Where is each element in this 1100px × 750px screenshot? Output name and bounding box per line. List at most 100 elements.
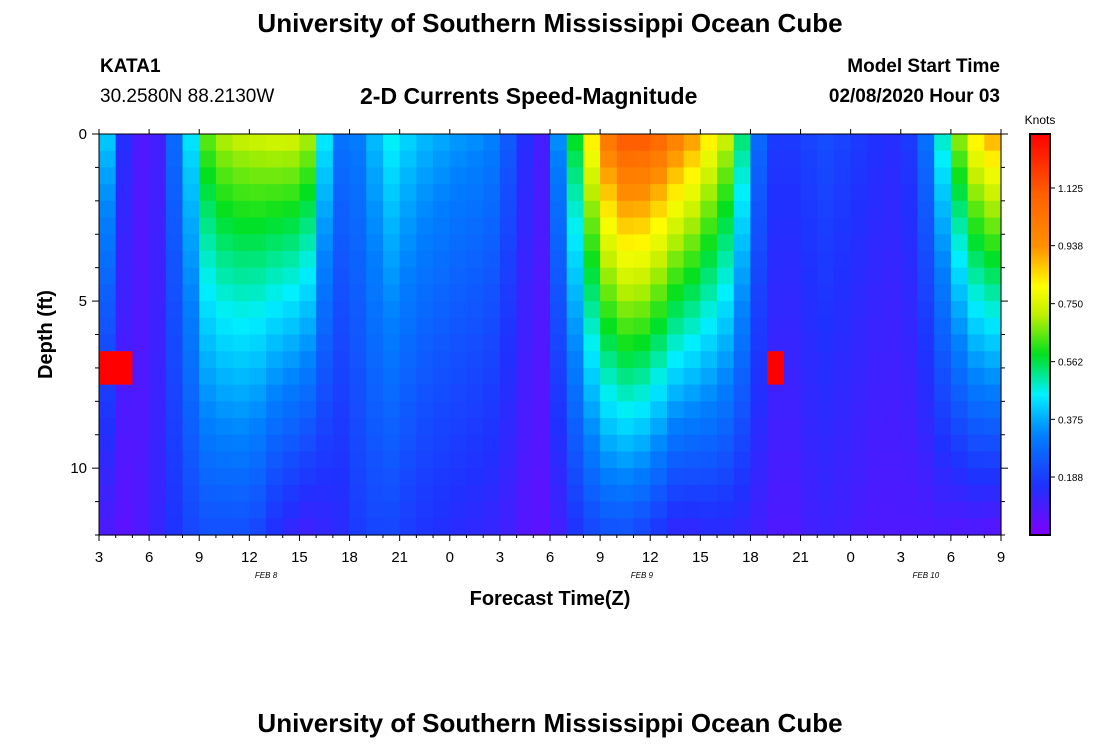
- heatmap-cell: [717, 167, 735, 185]
- heatmap-cell: [600, 250, 618, 269]
- heatmap-cell: [299, 184, 317, 202]
- heatmap-cell: [115, 451, 133, 469]
- heatmap-cell: [984, 184, 1002, 202]
- heatmap-cell: [165, 367, 184, 386]
- heatmap-cell: [917, 518, 935, 536]
- heatmap-cell: [449, 200, 468, 219]
- heatmap-cell: [399, 334, 417, 352]
- heatmap-cell: [984, 468, 1002, 486]
- heatmap-cell: [833, 451, 852, 469]
- heatmap-cell: [867, 401, 885, 419]
- heatmap-cell: [800, 367, 818, 386]
- heatmap-cell: [215, 334, 234, 352]
- heatmap-cell: [767, 284, 785, 302]
- heatmap-cell: [366, 267, 384, 285]
- heatmap-cell: [733, 167, 752, 185]
- heatmap-cell: [466, 401, 484, 419]
- heatmap-cell: [733, 384, 752, 402]
- heatmap-cell: [817, 184, 835, 202]
- heatmap-cell: [950, 334, 969, 352]
- heatmap-cell: [115, 384, 133, 402]
- heatmap-cell: [566, 184, 584, 202]
- heatmap-cell: [800, 401, 818, 419]
- heatmap-cell: [967, 150, 985, 169]
- heatmap-cell: [449, 518, 468, 536]
- heatmap-cell: [666, 167, 685, 185]
- heatmap-cell: [917, 401, 935, 419]
- heatmap-cell: [566, 518, 584, 536]
- heatmap-cell: [115, 484, 133, 503]
- heatmap-cell: [833, 234, 852, 252]
- heatmap-cell: [917, 200, 935, 219]
- heatmap-cell: [499, 150, 518, 169]
- heatmap-cell: [332, 167, 351, 185]
- heatmap-cell: [533, 401, 551, 419]
- heatmap-cell: [182, 267, 200, 285]
- heatmap-cell: [366, 234, 384, 252]
- heatmap-cell: [717, 184, 735, 202]
- heatmap-cell: [249, 384, 267, 402]
- heatmap-cell: [466, 334, 484, 352]
- heatmap-cell: [199, 351, 217, 369]
- heatmap-cell: [683, 351, 701, 369]
- heatmap-cell: [583, 518, 601, 536]
- heatmap-cell: [299, 334, 317, 352]
- heatmap-cell: [650, 184, 668, 202]
- heatmap-cell: [349, 401, 367, 419]
- heatmap-cell: [199, 367, 217, 386]
- heatmap-cell: [399, 501, 417, 519]
- heatmap-cell: [650, 418, 668, 436]
- heatmap-cell: [566, 334, 584, 352]
- heatmap-cell: [783, 167, 802, 185]
- heatmap-cell: [566, 167, 584, 185]
- heatmap-cell: [115, 184, 133, 202]
- heatmap-cell: [867, 317, 885, 336]
- heatmap-cell: [232, 184, 250, 202]
- heatmap-cell: [349, 150, 367, 169]
- heatmap-cell: [750, 468, 768, 486]
- heatmap-cell: [416, 317, 434, 336]
- heatmap-cell: [332, 301, 351, 319]
- heatmap-cell: [950, 234, 969, 252]
- heatmap-cell: [600, 418, 618, 436]
- heatmap-cell: [917, 301, 935, 319]
- heatmap-cell: [466, 434, 484, 453]
- heatmap-cell: [666, 217, 685, 235]
- heatmap-cell: [633, 234, 651, 252]
- heatmap-cell: [950, 200, 969, 219]
- y-axis-label: Depth (ft): [35, 290, 57, 379]
- heatmap-cell: [550, 217, 568, 235]
- heatmap-cell: [583, 167, 601, 185]
- heatmap-cell: [516, 267, 534, 285]
- heatmap-cell: [299, 518, 317, 536]
- heatmap-cell: [282, 250, 301, 269]
- heatmap-cell: [483, 234, 501, 252]
- heatmap-cell: [950, 518, 969, 536]
- heatmap-cell: [600, 434, 618, 453]
- heatmap-cell: [616, 134, 635, 152]
- heatmap-cell: [533, 234, 551, 252]
- heatmap-cell: [332, 234, 351, 252]
- heatmap-cell: [800, 418, 818, 436]
- heatmap-cell: [583, 384, 601, 402]
- heatmap-cell: [934, 351, 952, 369]
- heatmap-cell: [833, 184, 852, 202]
- heatmap-cell: [633, 250, 651, 269]
- heatmap-cell: [416, 367, 434, 386]
- heatmap-cell: [149, 484, 167, 503]
- heatmap-cell: [600, 217, 618, 235]
- heatmap-cell: [282, 167, 301, 185]
- heatmap-cell: [382, 267, 401, 285]
- heatmap-cell: [683, 250, 701, 269]
- heatmap-cell: [149, 351, 167, 369]
- heatmap-cell: [132, 401, 150, 419]
- x-tick-label: 9: [997, 549, 1005, 566]
- heatmap-cell: [366, 317, 384, 336]
- colorbar-tick-label: 0.562: [1058, 358, 1083, 369]
- heatmap-cell: [182, 167, 200, 185]
- heatmap-cell: [616, 184, 635, 202]
- heatmap-cell: [700, 484, 718, 503]
- heatmap-cell: [299, 267, 317, 285]
- heatmap-cell: [666, 501, 685, 519]
- heatmap-cell: [783, 134, 802, 152]
